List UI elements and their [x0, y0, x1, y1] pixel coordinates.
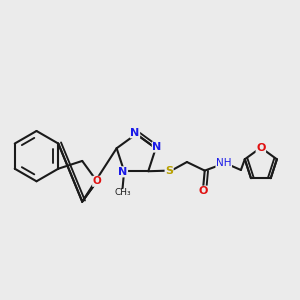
Text: N: N [152, 142, 162, 152]
Text: N: N [130, 128, 140, 138]
Text: S: S [165, 166, 173, 176]
Text: N: N [118, 167, 128, 177]
Text: O: O [199, 186, 208, 196]
Text: O: O [256, 142, 266, 153]
Text: O: O [93, 176, 101, 186]
Text: NH: NH [216, 158, 232, 168]
Text: CH₃: CH₃ [114, 188, 131, 196]
